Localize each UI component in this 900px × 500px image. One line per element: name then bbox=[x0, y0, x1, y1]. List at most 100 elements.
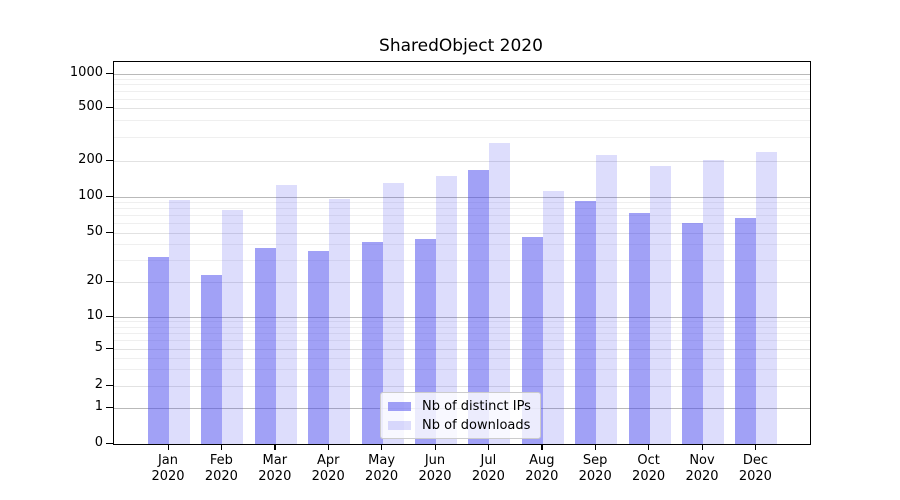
bar-downloads-dec bbox=[756, 151, 778, 444]
gridline bbox=[114, 137, 810, 139]
bar-downloads-aug bbox=[542, 191, 564, 444]
x-tick-label: Mar 2020 bbox=[258, 453, 292, 484]
gridline bbox=[114, 84, 810, 86]
y-tick-label: 10 bbox=[86, 308, 103, 323]
gridline bbox=[114, 281, 810, 283]
x-tick bbox=[487, 444, 490, 450]
bar-downloads-mar bbox=[275, 184, 297, 444]
gridline bbox=[114, 348, 810, 350]
y-tick bbox=[106, 195, 113, 197]
bar-distinct-ips-jan bbox=[148, 256, 169, 444]
bar-distinct-ips-apr bbox=[308, 250, 330, 444]
y-tick bbox=[106, 315, 113, 317]
legend-swatch-distinct-ips bbox=[388, 401, 411, 411]
gridline bbox=[114, 73, 810, 75]
bar-downloads-nov bbox=[703, 159, 724, 444]
y-tick bbox=[106, 231, 113, 233]
gridline bbox=[114, 98, 810, 100]
bar-downloads-jun bbox=[436, 175, 457, 444]
x-tick-label: Feb 2020 bbox=[204, 453, 238, 484]
bar-distinct-ips-dec bbox=[735, 217, 757, 444]
y-tick bbox=[106, 406, 113, 408]
y-tick-label: 1 bbox=[94, 399, 103, 414]
x-tick-label: May 2020 bbox=[365, 453, 399, 484]
gridline bbox=[114, 215, 810, 217]
legend-row: Nb of downloads bbox=[388, 417, 531, 433]
plot-area bbox=[113, 61, 811, 445]
bar-distinct-ips-mar bbox=[254, 247, 276, 444]
gridline bbox=[114, 244, 810, 246]
y-tick-label: 0 bbox=[94, 435, 103, 450]
y-tick bbox=[106, 280, 113, 282]
legend-label-downloads: Nb of downloads bbox=[422, 417, 531, 433]
gridline bbox=[114, 160, 810, 162]
x-tick bbox=[701, 444, 703, 450]
x-tick bbox=[594, 444, 597, 450]
gridline bbox=[114, 369, 810, 371]
y-tick bbox=[106, 347, 113, 349]
y-tick-label: 50 bbox=[86, 224, 103, 239]
bar-downloads-jul bbox=[489, 143, 511, 444]
gridline bbox=[114, 357, 810, 359]
bar-downloads-sep bbox=[596, 154, 618, 444]
x-tick bbox=[220, 444, 223, 450]
gridline bbox=[114, 208, 810, 210]
bar-distinct-ips-sep bbox=[575, 200, 597, 444]
legend: Nb of distinct IPs Nb of downloads bbox=[380, 392, 541, 439]
x-tick bbox=[434, 444, 436, 450]
bar-downloads-jan bbox=[169, 200, 190, 444]
y-tick-label: 5 bbox=[94, 340, 103, 355]
gridline bbox=[114, 332, 810, 334]
bar-distinct-ips-nov bbox=[682, 222, 703, 444]
y-tick-label: 2 bbox=[94, 377, 103, 392]
bar-distinct-ips-may bbox=[361, 242, 383, 444]
x-tick-label: Nov 2020 bbox=[685, 453, 719, 484]
gridline bbox=[114, 201, 810, 203]
gridline bbox=[114, 196, 810, 198]
gridline bbox=[114, 232, 810, 234]
x-tick-label: Oct 2020 bbox=[632, 453, 666, 484]
x-tick bbox=[327, 444, 330, 450]
bar-downloads-oct bbox=[649, 165, 671, 444]
y-tick-label: 1000 bbox=[69, 65, 103, 80]
y-tick-label: 200 bbox=[78, 152, 103, 167]
gridline bbox=[114, 90, 810, 92]
y-tick bbox=[106, 442, 113, 444]
gridline bbox=[114, 326, 810, 328]
x-tick-label: Jun 2020 bbox=[418, 453, 452, 484]
y-tick bbox=[106, 384, 113, 386]
x-tick-label: Jul 2020 bbox=[471, 453, 505, 484]
gridline bbox=[114, 120, 810, 122]
x-tick bbox=[381, 444, 383, 450]
bar-distinct-ips-feb bbox=[201, 274, 223, 444]
x-tick bbox=[648, 444, 650, 450]
x-tick-label: Jan 2020 bbox=[151, 453, 185, 484]
gridline bbox=[114, 223, 810, 225]
bar-distinct-ips-jul bbox=[468, 170, 490, 444]
legend-swatch-downloads bbox=[388, 420, 411, 430]
y-tick-label: 500 bbox=[78, 99, 103, 114]
x-tick bbox=[274, 444, 276, 450]
y-tick bbox=[106, 106, 113, 108]
x-tick-label: Sep 2020 bbox=[578, 453, 612, 484]
bar-downloads-may bbox=[382, 182, 404, 444]
gridline bbox=[114, 78, 810, 80]
bar-downloads-feb bbox=[222, 209, 244, 444]
gridline bbox=[114, 316, 810, 318]
x-tick bbox=[167, 444, 169, 450]
y-tick-label: 20 bbox=[86, 273, 103, 288]
legend-label-distinct-ips: Nb of distinct IPs bbox=[422, 398, 531, 414]
chart-title: SharedObject 2020 bbox=[379, 36, 543, 56]
gridline bbox=[114, 340, 810, 342]
gridline bbox=[114, 321, 810, 323]
bar-downloads-apr bbox=[329, 199, 351, 444]
bar-distinct-ips-oct bbox=[628, 212, 650, 444]
x-tick-label: Apr 2020 bbox=[311, 453, 345, 484]
legend-row: Nb of distinct IPs bbox=[388, 398, 531, 414]
x-tick bbox=[541, 444, 543, 450]
y-tick bbox=[106, 159, 113, 161]
x-tick-label: Aug 2020 bbox=[525, 453, 559, 484]
x-tick bbox=[754, 444, 757, 450]
gridline bbox=[114, 107, 810, 109]
